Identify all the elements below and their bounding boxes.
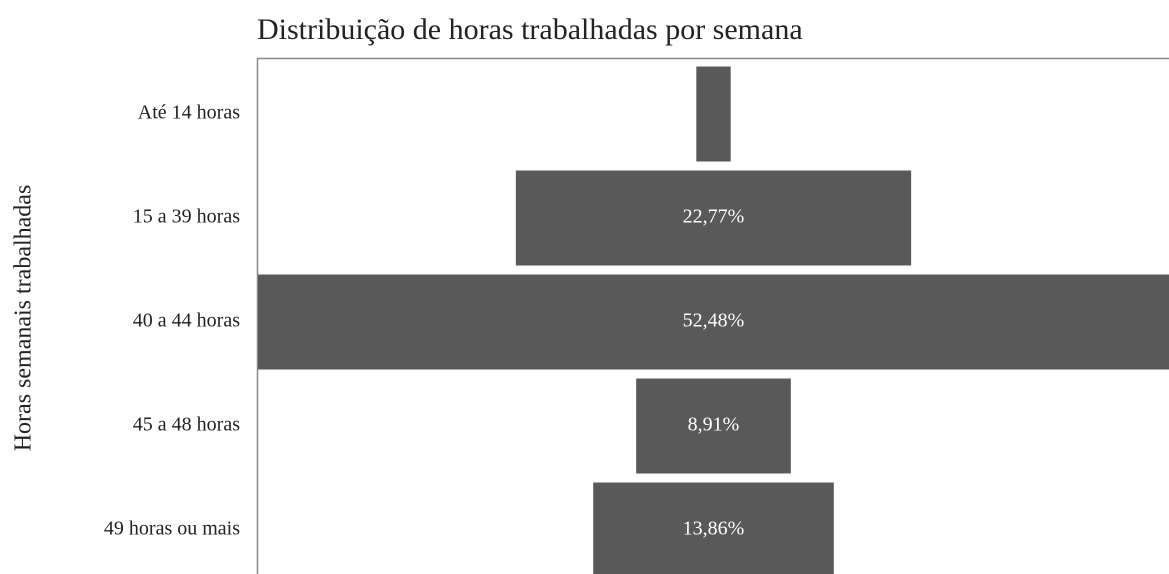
category-label: 45 a 48 horas: [133, 414, 240, 436]
bar: [636, 378, 791, 474]
category-label: 40 a 44 horas: [133, 310, 240, 332]
data-label: 52,48%: [683, 310, 745, 332]
category-label: 49 horas ou mais: [104, 518, 240, 540]
y-axis-label: Horas semanais trabalhadas: [11, 185, 37, 452]
bar: [593, 482, 834, 574]
data-label: 13,86%: [683, 518, 745, 540]
data-label: 22,77%: [683, 206, 745, 228]
bar: [515, 170, 912, 266]
data-label: 8,91%: [688, 414, 740, 436]
bar: [258, 274, 1169, 370]
category-label: Até 14 horas: [138, 102, 240, 124]
chart-title: Distribuição de horas trabalhadas por se…: [257, 13, 803, 46]
bar: [696, 66, 731, 162]
category-label: 15 a 39 horas: [133, 206, 240, 228]
